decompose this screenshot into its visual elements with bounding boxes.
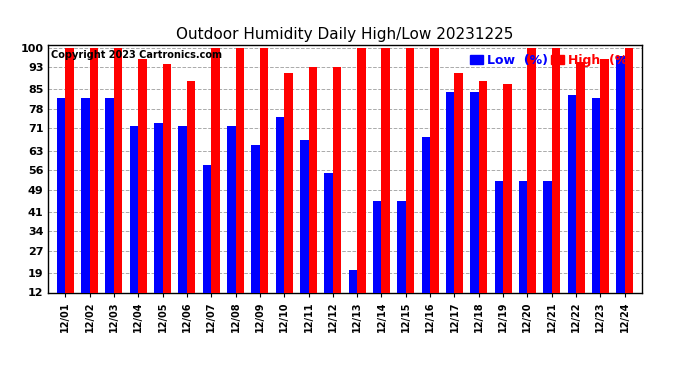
Bar xyxy=(154,123,163,326)
Bar xyxy=(382,48,390,326)
Bar xyxy=(333,67,342,326)
Bar xyxy=(576,62,584,326)
Bar xyxy=(81,98,90,326)
Bar xyxy=(422,137,430,326)
Bar xyxy=(519,181,527,326)
Bar xyxy=(624,48,633,326)
Bar xyxy=(406,48,414,326)
Bar xyxy=(260,48,268,326)
Bar xyxy=(397,201,406,326)
Bar xyxy=(471,92,479,326)
Bar xyxy=(130,126,138,326)
Bar xyxy=(138,59,147,326)
Bar xyxy=(300,140,308,326)
Bar xyxy=(187,81,195,326)
Title: Outdoor Humidity Daily High/Low 20231225: Outdoor Humidity Daily High/Low 20231225 xyxy=(177,27,513,42)
Bar xyxy=(114,48,123,326)
Bar xyxy=(357,48,366,326)
Bar xyxy=(527,48,536,326)
Bar xyxy=(373,201,382,326)
Bar xyxy=(57,98,66,326)
Bar xyxy=(179,126,187,326)
Bar xyxy=(495,181,503,326)
Legend: Low  (%), High  (%): Low (%), High (%) xyxy=(468,51,635,69)
Bar xyxy=(616,56,624,326)
Bar xyxy=(203,165,211,326)
Bar xyxy=(235,48,244,326)
Bar xyxy=(592,98,600,326)
Bar xyxy=(568,95,576,326)
Bar xyxy=(106,98,114,326)
Bar xyxy=(543,181,552,326)
Bar xyxy=(308,67,317,326)
Bar xyxy=(163,64,171,326)
Bar xyxy=(251,145,260,326)
Bar xyxy=(276,117,284,326)
Bar xyxy=(211,48,219,326)
Bar xyxy=(552,48,560,326)
Bar xyxy=(430,48,439,326)
Bar xyxy=(66,48,74,326)
Bar xyxy=(348,270,357,326)
Bar xyxy=(600,59,609,326)
Text: Copyright 2023 Cartronics.com: Copyright 2023 Cartronics.com xyxy=(51,50,222,60)
Bar xyxy=(227,126,235,326)
Bar xyxy=(446,92,455,326)
Bar xyxy=(455,73,463,326)
Bar xyxy=(284,73,293,326)
Bar xyxy=(324,173,333,326)
Bar xyxy=(503,84,511,326)
Bar xyxy=(90,48,98,326)
Bar xyxy=(479,81,487,326)
